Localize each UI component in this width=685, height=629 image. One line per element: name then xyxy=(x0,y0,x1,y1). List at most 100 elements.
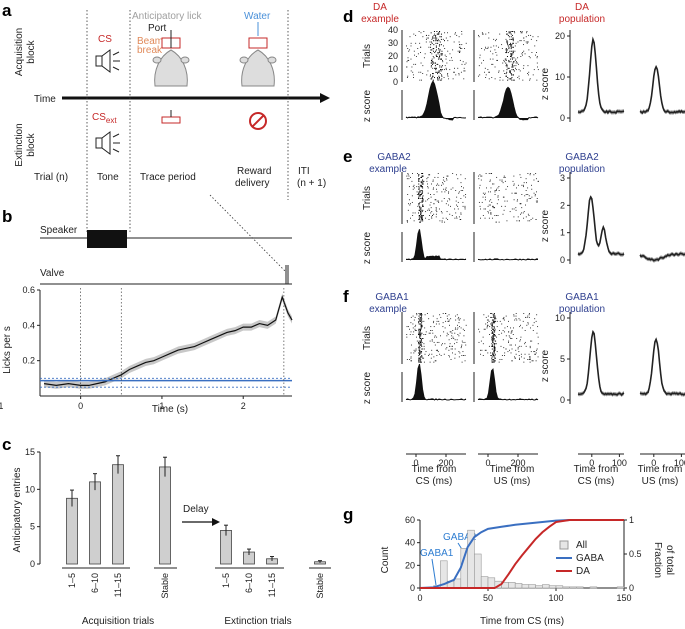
spike xyxy=(483,314,485,316)
d-pop-l1: DA xyxy=(575,2,589,13)
spike xyxy=(533,179,535,181)
x-tick-label: 0 xyxy=(413,458,418,468)
e-pop-l1: GABA2 xyxy=(565,152,599,163)
break-label: break xyxy=(137,45,163,56)
spike xyxy=(456,196,458,198)
spike xyxy=(513,57,515,59)
histogram-bar xyxy=(576,586,584,589)
spike xyxy=(494,360,496,362)
spike xyxy=(459,318,461,320)
spike xyxy=(409,204,411,206)
spike xyxy=(459,44,461,46)
spike xyxy=(493,334,495,336)
spike xyxy=(489,191,491,193)
spike xyxy=(436,318,438,320)
spike xyxy=(493,344,495,346)
spike xyxy=(482,196,484,198)
spike xyxy=(493,315,495,317)
spike xyxy=(524,53,526,55)
annot-gaba2: GABA2 xyxy=(443,532,477,543)
spike xyxy=(446,315,448,317)
spike xyxy=(458,351,460,353)
spike xyxy=(505,75,507,77)
spike xyxy=(430,46,432,48)
pop-band xyxy=(640,251,685,263)
spike xyxy=(459,50,461,52)
spike xyxy=(438,75,440,77)
spike xyxy=(437,173,439,174)
spike xyxy=(491,343,493,345)
panel-label-c: c xyxy=(2,435,11,454)
spike xyxy=(437,78,439,80)
spike xyxy=(506,31,507,32)
spike xyxy=(436,71,438,73)
spike xyxy=(436,33,438,35)
spike xyxy=(525,190,527,192)
spike xyxy=(418,187,420,189)
spike xyxy=(418,175,419,177)
spike xyxy=(530,38,532,40)
histogram-bar xyxy=(535,585,543,589)
spike xyxy=(448,198,450,199)
spike xyxy=(455,190,457,192)
spike xyxy=(528,34,530,36)
spike xyxy=(431,349,433,351)
spike xyxy=(493,338,495,339)
spike xyxy=(440,33,442,35)
spike xyxy=(422,200,424,202)
spike xyxy=(484,349,486,351)
histogram-bar xyxy=(480,576,489,589)
spike xyxy=(448,314,450,316)
spike xyxy=(439,36,441,38)
spike xyxy=(481,32,483,34)
spike xyxy=(512,40,514,42)
spike xyxy=(443,45,444,47)
spike xyxy=(420,324,422,326)
spike xyxy=(492,323,494,325)
spike xyxy=(432,62,434,64)
spike xyxy=(429,204,431,206)
spike xyxy=(417,205,419,207)
spike xyxy=(506,41,507,43)
spike xyxy=(521,356,522,358)
spike xyxy=(498,361,500,363)
spike xyxy=(417,53,419,55)
spike xyxy=(419,209,421,211)
spike xyxy=(427,183,428,185)
spike xyxy=(485,323,487,325)
spike xyxy=(445,203,447,205)
spike xyxy=(496,320,498,322)
y-tick-label: 20 xyxy=(405,560,415,570)
f-example-l1: GABA1 xyxy=(375,292,409,303)
extinction-block-label: block xyxy=(26,132,37,156)
spike xyxy=(509,71,511,73)
spike xyxy=(421,351,423,353)
e-example-l2: example xyxy=(369,164,407,175)
spike xyxy=(447,200,449,202)
spike xyxy=(412,334,414,335)
spike xyxy=(496,176,498,178)
spike xyxy=(491,339,493,341)
spike xyxy=(503,59,505,61)
spike xyxy=(446,178,447,180)
spike xyxy=(505,335,507,337)
spike xyxy=(457,208,459,210)
spike xyxy=(418,204,420,206)
y-tick-label: 0 xyxy=(410,583,415,593)
spike xyxy=(436,355,438,357)
spike xyxy=(529,356,531,358)
spike xyxy=(420,313,422,314)
spike xyxy=(495,52,497,53)
spike xyxy=(407,59,409,61)
spike xyxy=(434,33,435,35)
histogram-bar xyxy=(514,583,523,589)
c-acq-label: Acquisition trials xyxy=(82,616,154,627)
spike xyxy=(491,324,493,326)
spike xyxy=(418,323,420,325)
spike xyxy=(485,74,487,76)
delay-arrowhead xyxy=(212,518,220,526)
spike xyxy=(435,213,437,215)
spike xyxy=(439,314,441,316)
spike xyxy=(494,66,496,68)
spike xyxy=(421,173,423,174)
